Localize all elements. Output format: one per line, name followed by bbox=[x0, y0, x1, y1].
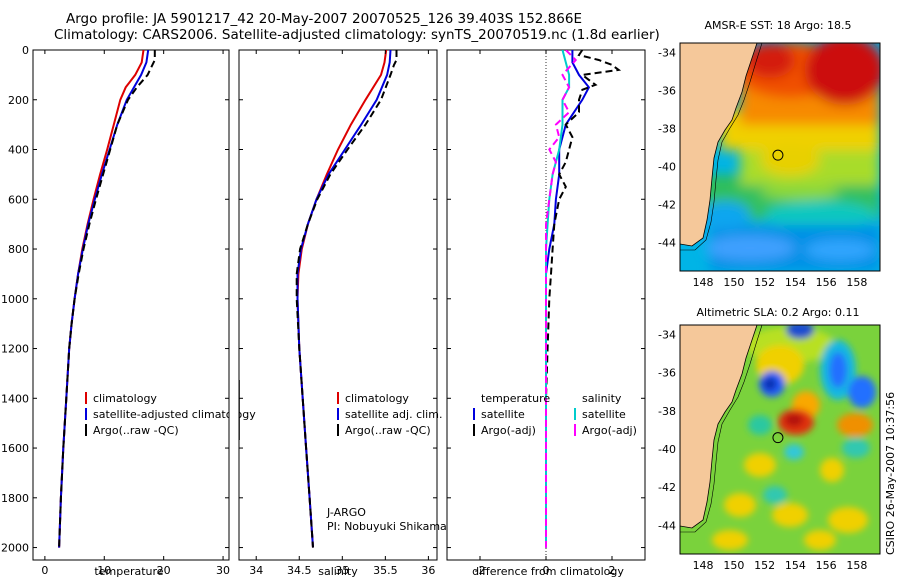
sst_map-ytick-label: -42 bbox=[658, 199, 676, 212]
difference-legend-salinity-title: salinity bbox=[582, 392, 622, 405]
salinity-xtick-label: 36 bbox=[421, 564, 435, 577]
figure-title-line1: Argo profile: JA 5901217_42 20-May-2007 … bbox=[66, 11, 582, 27]
depth-tick-label: 400 bbox=[8, 144, 29, 157]
sla_map-xtick-label: 158 bbox=[846, 559, 867, 572]
sla_map-xtick-label: 150 bbox=[723, 559, 744, 572]
sla_map-xtick-label: 154 bbox=[785, 559, 806, 572]
axis-ticks: 0 10 20 30020040060080010001200140016001800… bbox=[1, 44, 867, 577]
sst_map-ytick-label: -38 bbox=[658, 123, 676, 136]
sst_map-ytick-label: -34 bbox=[658, 47, 676, 60]
difference-series bbox=[545, 50, 622, 548]
sla-argo-marker bbox=[772, 432, 784, 444]
depth-tick-label: 1800 bbox=[1, 492, 29, 505]
sst-map-title: AMSR-E SST: 18 Argo: 18.5 bbox=[704, 19, 851, 32]
sla_map-ytick-label: -44 bbox=[658, 519, 676, 532]
salinity-axes bbox=[238, 49, 438, 561]
sla_map-ytick-label: -40 bbox=[658, 443, 676, 456]
difference-line-1 bbox=[545, 50, 622, 548]
temperature-xtick-label: 30 bbox=[216, 564, 230, 577]
salinity-xtick-label: 34 bbox=[249, 564, 263, 577]
sla_map-xtick-label: 152 bbox=[754, 559, 775, 572]
depth-tick-label: 200 bbox=[8, 94, 29, 107]
temperature-legend-satellite: satellite-adjusted climatology bbox=[93, 408, 256, 421]
difference-legend-temperature-title: temperature bbox=[481, 392, 550, 405]
salinity-legend-argo: Argo(..raw -QC) bbox=[345, 424, 431, 437]
sst_map-xtick-label: 152 bbox=[754, 276, 775, 289]
salinity-xtick-label: 35 bbox=[335, 564, 349, 577]
temperature-axes bbox=[32, 49, 230, 561]
sst_map-xtick-label: 154 bbox=[785, 276, 806, 289]
salinity-legend-satellite: satellite adj. clim. bbox=[345, 408, 442, 421]
sst_map-ytick-label: -44 bbox=[658, 237, 676, 250]
csiro-timestamp: CSIRO 26-May-2007 10:37:56 bbox=[884, 392, 897, 555]
temperature-xtick-label: 10 bbox=[97, 564, 111, 577]
depth-tick-label: 0 bbox=[22, 44, 29, 57]
depth-tick-label: 1000 bbox=[1, 293, 29, 306]
salinity-line-2 bbox=[295, 50, 398, 548]
depth-tick-label: 1400 bbox=[1, 392, 29, 405]
sla-coastline bbox=[680, 325, 758, 529]
pi-credit: PI: Nobuyuki Shikama bbox=[327, 520, 447, 533]
sst_map-xtick-label: 158 bbox=[846, 276, 867, 289]
difference-legend-temp-satellite: satellite bbox=[481, 408, 525, 421]
depth-tick-label: 2000 bbox=[1, 542, 29, 555]
difference-line-3 bbox=[545, 50, 578, 548]
sst_map-xtick-label: 148 bbox=[693, 276, 714, 289]
difference-xtick-label: 2 bbox=[609, 564, 616, 577]
sla_map-ytick-label: -42 bbox=[658, 481, 676, 494]
temperature-legend: climatology satellite-adjusted climatolo… bbox=[85, 392, 256, 437]
difference-legend-sal-satellite: satellite bbox=[582, 408, 626, 421]
sla-shelf-contour bbox=[680, 325, 763, 533]
program-credit: J-ARGO bbox=[326, 506, 366, 519]
difference-xtick-label: -2 bbox=[475, 564, 486, 577]
sla_map-ytick-label: -34 bbox=[658, 329, 676, 342]
temperature-xtick-label: 20 bbox=[157, 564, 171, 577]
temperature-legend-climatology: climatology bbox=[93, 392, 157, 405]
depth-tick-label: 600 bbox=[8, 193, 29, 206]
temperature-series bbox=[58, 50, 156, 548]
temperature-xlabel: temperature bbox=[94, 565, 163, 578]
depth-tick-label: 1600 bbox=[1, 442, 29, 455]
sst-shelf-contour bbox=[680, 43, 763, 251]
sla-map bbox=[680, 325, 880, 554]
sst_map-ytick-label: -36 bbox=[658, 85, 676, 98]
sst_map-ytick-label: -40 bbox=[658, 161, 676, 174]
salinity-xtick-label: 35.5 bbox=[373, 564, 398, 577]
sla_map-ytick-label: -38 bbox=[658, 405, 676, 418]
salinity-legend-climatology: climatology bbox=[345, 392, 409, 405]
sst-map bbox=[680, 43, 880, 271]
sst-coastline bbox=[680, 43, 758, 247]
temperature-line-2 bbox=[58, 50, 156, 548]
sst-map-frame bbox=[679, 42, 881, 272]
depth-tick-label: 1200 bbox=[1, 343, 29, 356]
difference-xlabel: difference from climatology bbox=[472, 565, 624, 578]
sst_map-xtick-label: 150 bbox=[723, 276, 744, 289]
sla_map-xtick-label: 148 bbox=[693, 559, 714, 572]
sst-argo-marker bbox=[772, 149, 784, 161]
salinity-series bbox=[295, 50, 398, 548]
sla-map-frame bbox=[679, 324, 881, 555]
salinity-xlabel: salinity bbox=[318, 565, 358, 578]
salinity-legend: climatology satellite adj. clim. Argo(..… bbox=[337, 392, 442, 437]
difference-legend: temperature satellite Argo(-adj) salinit… bbox=[473, 392, 637, 437]
difference-xtick-label: 0 bbox=[543, 564, 550, 577]
temperature-legend-argo: Argo(..raw -QC) bbox=[93, 424, 179, 437]
sla_map-ytick-label: -36 bbox=[658, 367, 676, 380]
sla_map-xtick-label: 156 bbox=[816, 559, 837, 572]
difference-legend-temp-argo: Argo(-adj) bbox=[481, 424, 536, 437]
figure-title-line2: Climatology: CARS2006. Satellite-adjuste… bbox=[54, 27, 660, 43]
temperature-xtick-label: 0 bbox=[41, 564, 48, 577]
sst_map-xtick-label: 156 bbox=[816, 276, 837, 289]
difference-legend-sal-argo: Argo(-adj) bbox=[582, 424, 637, 437]
salinity-xtick-label: 34.5 bbox=[287, 564, 312, 577]
sla-map-title: Altimetric SLA: 0.2 Argo: 0.11 bbox=[696, 306, 859, 319]
depth-tick-label: 800 bbox=[8, 243, 29, 256]
